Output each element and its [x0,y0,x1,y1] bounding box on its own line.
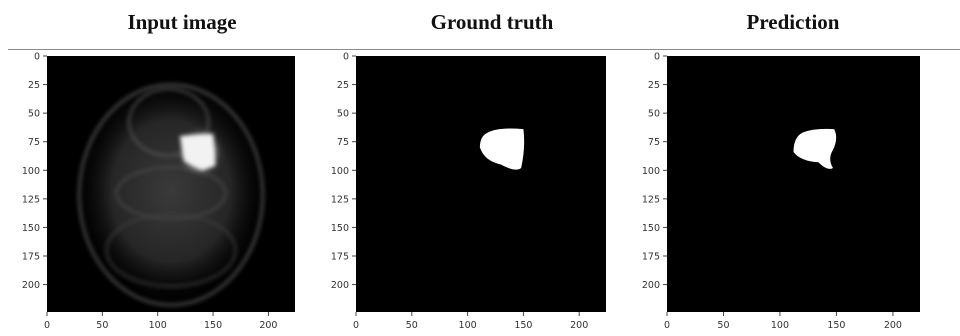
y-tick-label: 50 [28,109,40,120]
y-tick-label: 50 [337,109,349,120]
y-tick-label: 25 [648,80,660,91]
y-tick-label: 75 [648,137,660,148]
image-background [356,56,606,312]
y-tick-label: 200 [331,280,349,291]
panel-headings: Input image Ground truth Prediction [0,0,960,48]
y-tick-label: 175 [642,252,660,263]
y-tick-label: 0 [34,52,40,63]
x-tick-label: 50 [96,320,108,331]
x-tick-label: 100 [149,320,167,331]
y-tick-label: 175 [22,252,40,263]
y-tick-label: 125 [331,194,349,205]
heading-ground-truth: Ground truth [430,10,554,34]
body-halo [71,73,271,309]
middle-structure [115,166,227,220]
title-divider [8,49,960,50]
uptake-hotspot [179,133,216,171]
x-tick-label: 150 [514,320,532,331]
y-tick-label: 125 [22,194,40,205]
y-tick-label: 0 [343,52,349,63]
x-tick-label: 0 [664,320,670,331]
x-tick-label: 50 [717,320,729,331]
heading-prediction: Prediction [746,10,840,34]
y-tick-label: 50 [648,109,660,120]
y-tick-label: 75 [28,137,40,148]
y-tick-label: 150 [642,223,660,234]
panel-3: 0 25 50 75 100 125 150 175 200 0 50 100 150 200 [642,52,920,331]
y-tick-label: 150 [331,223,349,234]
x-tick-label: 0 [353,320,359,331]
panel-2: 0 25 50 75 100 125 150 175 200 0 50 100 150 200 [331,52,606,331]
x-tick-label: 200 [570,320,588,331]
y-tick-label: 25 [337,80,349,91]
segmentation-mask [793,128,837,169]
y-tick-label: 25 [28,80,40,91]
y-tick-label: 0 [654,52,660,63]
y-tick-label: 100 [22,166,40,177]
lower-structure [105,213,237,288]
image-background [667,56,920,312]
outer-contour [78,83,264,307]
y-tick-label: 75 [337,137,349,148]
y-tick-label: 200 [642,280,660,291]
x-tick-label: 50 [406,320,418,331]
x-tick-label: 100 [459,320,477,331]
y-tick-label: 100 [331,166,349,177]
panel-1: 0 25 50 75 100 125 150 175 200 0 50 100 150 200 [22,52,295,331]
x-tick-label: 100 [771,320,789,331]
y-tick-label: 200 [22,280,40,291]
y-tick-label: 100 [642,166,660,177]
y-tick-label: 150 [22,223,40,234]
y-tick-label: 175 [331,252,349,263]
x-tick-label: 200 [884,320,902,331]
x-tick-label: 150 [204,320,222,331]
upper-structure [128,88,210,157]
heading-input-image: Input image [127,10,237,34]
y-tick-label: 125 [642,194,660,205]
segmentation-mask [479,128,525,170]
x-tick-label: 0 [44,320,50,331]
x-tick-label: 200 [259,320,277,331]
x-tick-label: 150 [827,320,845,331]
